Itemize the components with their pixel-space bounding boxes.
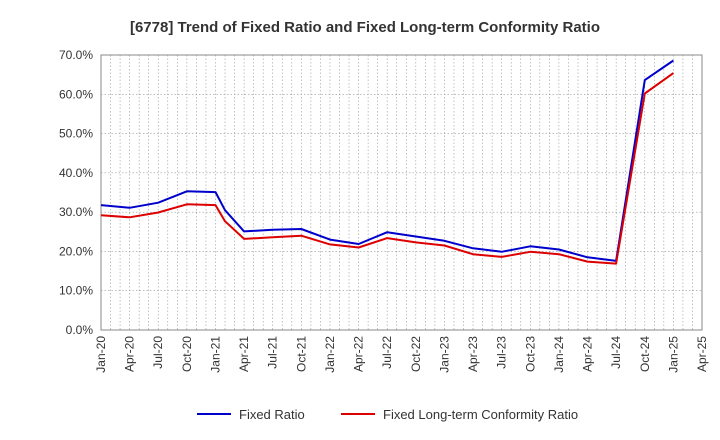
y-tick-label: 40.0%	[59, 166, 93, 180]
x-tick-label: Oct-22	[409, 336, 423, 372]
y-tick-label: 70.0%	[59, 48, 93, 62]
plot-area-border	[100, 54, 703, 331]
y-tick-label: 0.0%	[66, 323, 94, 337]
x-tick-label: Jul-20	[151, 336, 165, 369]
y-tick-label: 30.0%	[59, 205, 93, 219]
x-tick-label: Apr-21	[237, 336, 251, 372]
y-tick-label: 50.0%	[59, 127, 93, 141]
chart-title: [6778] Trend of Fixed Ratio and Fixed Lo…	[130, 19, 600, 36]
grid	[101, 55, 702, 330]
y-tick-label: 10.0%	[59, 284, 93, 298]
series-layer	[100, 59, 674, 265]
x-tick-label: Jan-24	[552, 336, 566, 373]
y-tick-label: 20.0%	[59, 244, 93, 258]
x-tick-label: Oct-24	[638, 336, 652, 372]
x-tick-label: Apr-22	[352, 336, 366, 372]
legend-label-2: Fixed Long-term Conformity Ratio	[383, 407, 578, 422]
x-tick-label: Apr-23	[466, 336, 480, 372]
x-tick-label: Oct-23	[523, 336, 537, 372]
x-tick-label: Jan-20	[94, 336, 108, 373]
x-tick-label: Jan-22	[323, 336, 337, 373]
legend: Fixed Ratio Fixed Long-term Conformity Ra…	[197, 407, 578, 422]
x-tick-label: Jan-25	[666, 336, 680, 373]
series-line-1	[100, 59, 674, 262]
x-tick-label: Apr-20	[123, 336, 137, 372]
x-axis: Jan-20 Apr-20 Jul-20 Oct-20 Jan-21 Apr-21 Jul-…	[94, 336, 709, 373]
x-tick-label: Apr-24	[581, 336, 595, 372]
x-tick-label: Jan-21	[208, 336, 222, 373]
y-tick-label: 60.0%	[59, 87, 93, 101]
x-tick-label: Jul-21	[266, 336, 280, 369]
x-tick-label: Oct-21	[294, 336, 308, 372]
y-axis: 0.0% 10.0% 20.0% 30.0% 40.0% 50.0% 60.0% 70.0%	[59, 48, 93, 337]
x-tick-label: Oct-20	[180, 336, 194, 372]
x-tick-label: Jan-23	[437, 336, 451, 373]
x-tick-label: Jul-23	[495, 336, 509, 369]
x-tick-label: Apr-25	[695, 336, 709, 372]
legend-label-1: Fixed Ratio	[239, 407, 305, 422]
x-tick-label: Jul-22	[380, 336, 394, 369]
series-line-2	[100, 72, 674, 265]
x-tick-label: Jul-24	[609, 336, 623, 369]
